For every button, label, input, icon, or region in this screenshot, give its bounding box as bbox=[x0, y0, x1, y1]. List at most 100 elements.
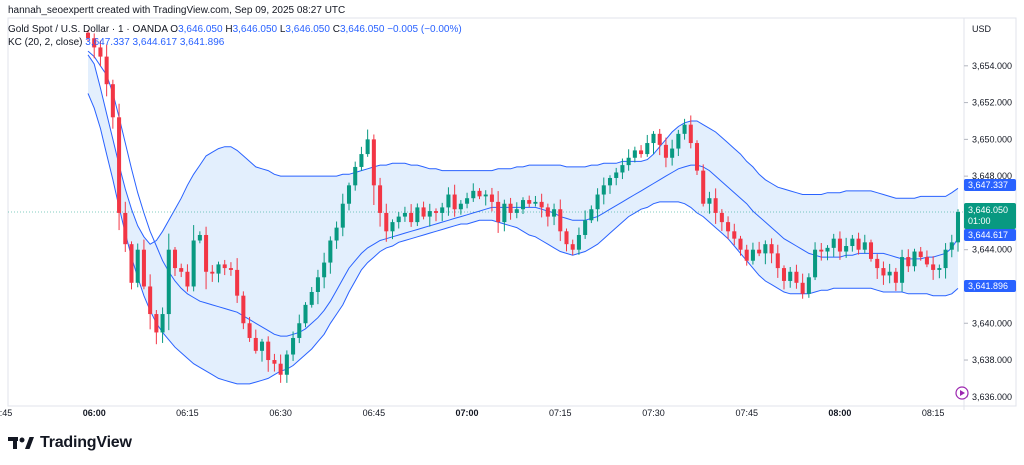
candle[interactable] bbox=[135, 243, 140, 288]
candle[interactable] bbox=[378, 177, 383, 227]
indicator-name[interactable]: KC (20, 2, close) bbox=[8, 37, 83, 48]
candle[interactable] bbox=[365, 129, 370, 157]
candle[interactable] bbox=[346, 182, 352, 211]
candle[interactable] bbox=[427, 203, 432, 227]
candle[interactable] bbox=[775, 244, 780, 278]
candle[interactable] bbox=[607, 175, 613, 194]
candle[interactable] bbox=[701, 164, 706, 207]
candle[interactable] bbox=[322, 252, 327, 289]
candle[interactable] bbox=[844, 237, 849, 258]
candle[interactable] bbox=[253, 329, 258, 354]
candle[interactable] bbox=[893, 267, 898, 291]
candle[interactable] bbox=[297, 314, 302, 344]
candle[interactable] bbox=[433, 208, 439, 222]
candle[interactable] bbox=[651, 131, 656, 154]
candle[interactable] bbox=[825, 245, 830, 261]
candle[interactable] bbox=[166, 233, 171, 331]
candle[interactable] bbox=[868, 239, 874, 262]
candle[interactable] bbox=[576, 227, 581, 255]
candle[interactable] bbox=[172, 246, 178, 276]
candle[interactable] bbox=[458, 200, 463, 215]
candle[interactable] bbox=[123, 201, 128, 252]
candle[interactable] bbox=[949, 234, 954, 258]
candle[interactable] bbox=[719, 209, 724, 231]
replay-icon[interactable] bbox=[955, 386, 969, 400]
candle[interactable] bbox=[900, 249, 905, 292]
candle[interactable] bbox=[309, 286, 314, 308]
candle[interactable] bbox=[520, 197, 526, 215]
candle[interactable] bbox=[154, 310, 159, 345]
candles[interactable] bbox=[85, 29, 961, 383]
candle[interactable] bbox=[141, 239, 146, 290]
candle[interactable] bbox=[191, 225, 196, 292]
candle[interactable] bbox=[614, 167, 619, 186]
candle[interactable] bbox=[806, 273, 811, 298]
candle[interactable] bbox=[259, 338, 265, 362]
candle[interactable] bbox=[713, 188, 718, 224]
candle[interactable] bbox=[222, 259, 227, 276]
candle[interactable] bbox=[104, 44, 109, 97]
candle[interactable] bbox=[303, 302, 308, 328]
candle[interactable] bbox=[315, 269, 320, 305]
candle[interactable] bbox=[732, 223, 737, 246]
candle[interactable] bbox=[570, 239, 575, 256]
candle[interactable] bbox=[508, 197, 513, 220]
candle[interactable] bbox=[340, 193, 345, 237]
candle[interactable] bbox=[471, 183, 476, 202]
candle[interactable] bbox=[85, 29, 91, 41]
candle[interactable] bbox=[738, 235, 743, 256]
candle[interactable] bbox=[328, 236, 333, 274]
candle[interactable] bbox=[514, 202, 519, 219]
candle[interactable] bbox=[918, 246, 923, 261]
candle[interactable] bbox=[564, 228, 569, 252]
candle[interactable] bbox=[396, 212, 401, 229]
candle[interactable] bbox=[887, 263, 892, 284]
candle[interactable] bbox=[359, 146, 364, 171]
candle[interactable] bbox=[110, 79, 115, 129]
candle[interactable] bbox=[539, 193, 544, 218]
candle[interactable] bbox=[129, 241, 134, 290]
candle[interactable] bbox=[632, 146, 637, 163]
candle[interactable] bbox=[204, 226, 209, 290]
candle[interactable] bbox=[179, 263, 184, 278]
candle[interactable] bbox=[924, 250, 929, 268]
candle[interactable] bbox=[402, 206, 407, 222]
candle[interactable] bbox=[502, 199, 507, 232]
candle[interactable] bbox=[955, 209, 961, 252]
candle[interactable] bbox=[931, 256, 936, 280]
candle[interactable] bbox=[875, 254, 880, 279]
candle[interactable] bbox=[440, 202, 445, 222]
candle[interactable] bbox=[788, 266, 793, 288]
candle[interactable] bbox=[645, 134, 650, 157]
candle[interactable] bbox=[148, 274, 153, 330]
candle[interactable] bbox=[266, 336, 271, 372]
candle[interactable] bbox=[371, 134, 376, 206]
candle[interactable] bbox=[688, 115, 693, 149]
candle[interactable] bbox=[353, 161, 358, 191]
candle[interactable] bbox=[657, 128, 662, 156]
candle[interactable] bbox=[937, 264, 942, 279]
candle[interactable] bbox=[850, 234, 855, 252]
candle[interactable] bbox=[390, 219, 395, 240]
candle[interactable] bbox=[837, 231, 842, 260]
candle[interactable] bbox=[744, 244, 749, 266]
candle[interactable] bbox=[813, 242, 818, 281]
candle[interactable] bbox=[862, 234, 867, 254]
tradingview-logo[interactable]: TradingView bbox=[8, 434, 132, 452]
candle[interactable] bbox=[228, 262, 233, 276]
candle[interactable] bbox=[620, 158, 625, 180]
candle[interactable] bbox=[943, 243, 948, 279]
candle[interactable] bbox=[384, 203, 389, 242]
candle[interactable] bbox=[415, 203, 420, 227]
candle[interactable] bbox=[906, 249, 911, 273]
candle[interactable] bbox=[639, 145, 644, 158]
candle[interactable] bbox=[160, 307, 165, 343]
candle[interactable] bbox=[527, 195, 532, 208]
candle[interactable] bbox=[545, 203, 550, 227]
candle[interactable] bbox=[235, 258, 240, 303]
candle[interactable] bbox=[272, 353, 277, 372]
candle[interactable] bbox=[241, 291, 246, 330]
candle[interactable] bbox=[726, 216, 731, 240]
candle[interactable] bbox=[483, 190, 488, 206]
